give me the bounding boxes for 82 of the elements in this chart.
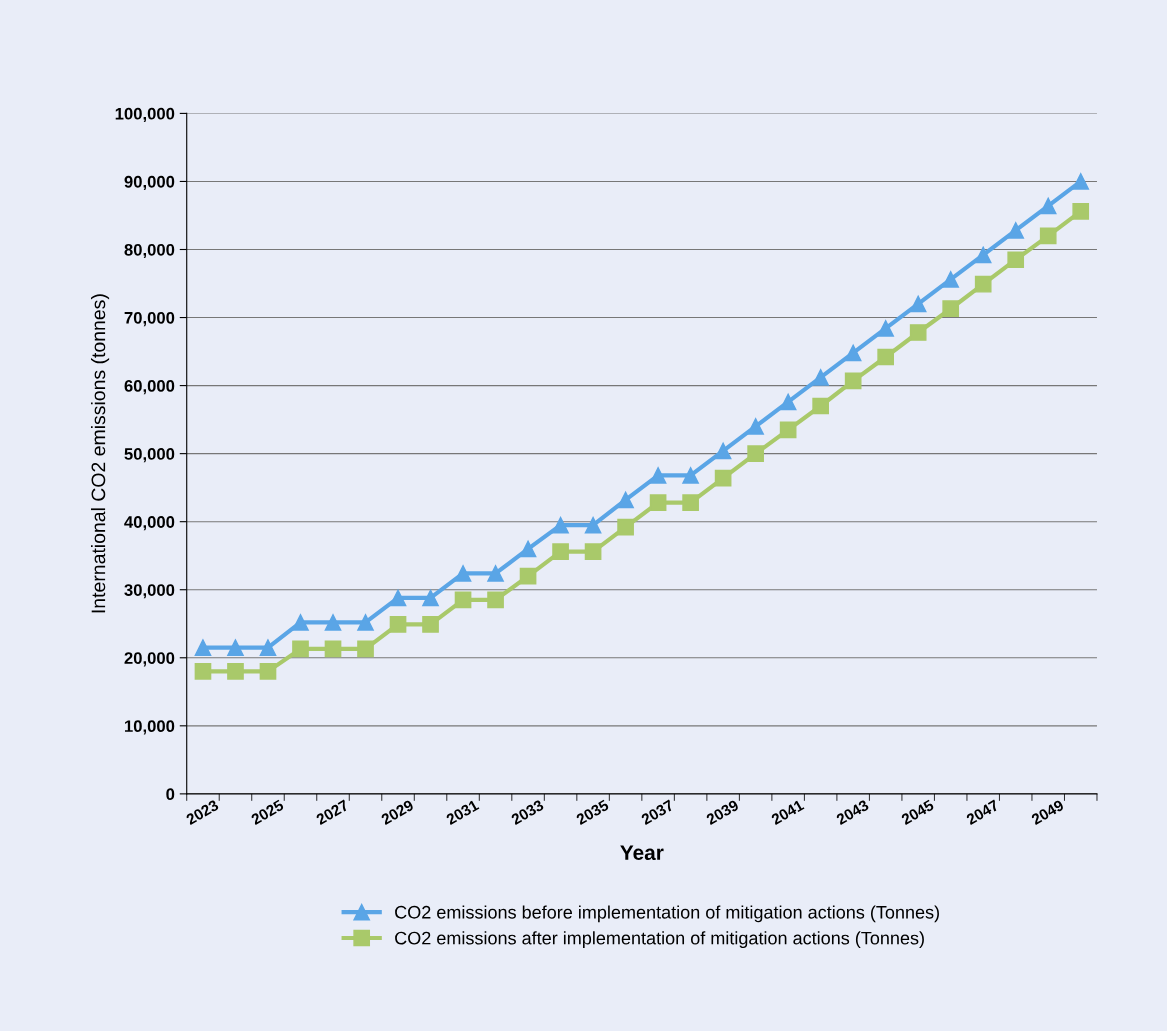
point (357, 614, 374, 631)
point (617, 491, 634, 509)
point (812, 369, 829, 386)
x-tick-label: 2033 (510, 799, 545, 826)
x-tick-label: 2035 (575, 799, 610, 826)
point (227, 639, 244, 656)
point (422, 616, 439, 633)
point (617, 518, 634, 536)
point (454, 591, 472, 609)
x-tick-label: 2029 (380, 799, 415, 826)
x-tick-label: 2043 (835, 799, 870, 826)
point (292, 614, 309, 631)
point (1007, 222, 1025, 239)
point (942, 300, 960, 318)
y-tick-label: 10,000 (124, 720, 175, 735)
y-tick-label: 90,000 (124, 175, 175, 191)
point (422, 589, 439, 607)
point (682, 494, 699, 511)
point (584, 516, 602, 534)
y-axis-title: International CO2 emissions (tonnes) (90, 294, 110, 613)
x-tick-label: 2023 (185, 799, 220, 826)
x-axis-title: Year (620, 845, 664, 861)
point (649, 494, 667, 511)
point (259, 663, 277, 680)
point (779, 421, 797, 439)
y-tick-label: 100,000 (115, 107, 175, 123)
point (292, 640, 309, 658)
point (812, 397, 829, 415)
point (844, 344, 862, 362)
point (1072, 173, 1090, 190)
y-tick-label: 30,000 (124, 584, 175, 599)
point (357, 640, 374, 658)
point (747, 445, 764, 462)
y-tick-label: 50,000 (124, 448, 175, 463)
point (584, 543, 602, 560)
point (1072, 203, 1090, 220)
point (1007, 251, 1025, 269)
y-tick-label: 80,000 (124, 243, 175, 259)
point (519, 540, 537, 558)
point (324, 614, 342, 631)
point (909, 324, 927, 341)
point (454, 565, 472, 582)
point (487, 565, 504, 582)
x-tick-label: 2025 (250, 799, 285, 826)
point (877, 320, 895, 337)
point (974, 246, 992, 264)
x-tick-label: 2045 (900, 799, 935, 826)
point (552, 543, 569, 560)
x-tick-label: 2039 (705, 799, 740, 826)
x-tick-label: 2031 (445, 799, 480, 826)
point (974, 275, 992, 293)
point (649, 467, 667, 484)
point (194, 639, 212, 656)
point (779, 393, 797, 411)
point (519, 567, 537, 585)
point (389, 616, 407, 633)
point (259, 639, 277, 656)
point (389, 589, 407, 607)
x-tick-label: 2041 (770, 799, 805, 826)
point (194, 663, 212, 680)
point (227, 663, 244, 680)
point (324, 640, 342, 658)
point (844, 372, 862, 390)
y-tick-label: 60,000 (124, 380, 175, 395)
y-tick-label: 0 (166, 788, 175, 801)
point (1039, 197, 1057, 215)
point (714, 442, 732, 460)
point (682, 467, 699, 484)
point (552, 516, 569, 534)
x-tick-label: 2049 (1030, 799, 1065, 826)
point (714, 469, 732, 487)
point (487, 591, 504, 609)
y-tick-label: 70,000 (124, 311, 175, 327)
y-tick-label: 40,000 (124, 516, 175, 531)
point (1039, 227, 1057, 245)
legend-label: CO2 emissions after implementation of mitigation actions (Tonnes) (395, 931, 924, 949)
point (877, 348, 895, 366)
legend-label: CO2 emissions before implementation of mitigation actions (Tonnes) (395, 905, 939, 923)
point (909, 295, 927, 313)
y-tick-label: 20,000 (124, 652, 175, 667)
point (942, 271, 960, 288)
point (747, 418, 764, 435)
